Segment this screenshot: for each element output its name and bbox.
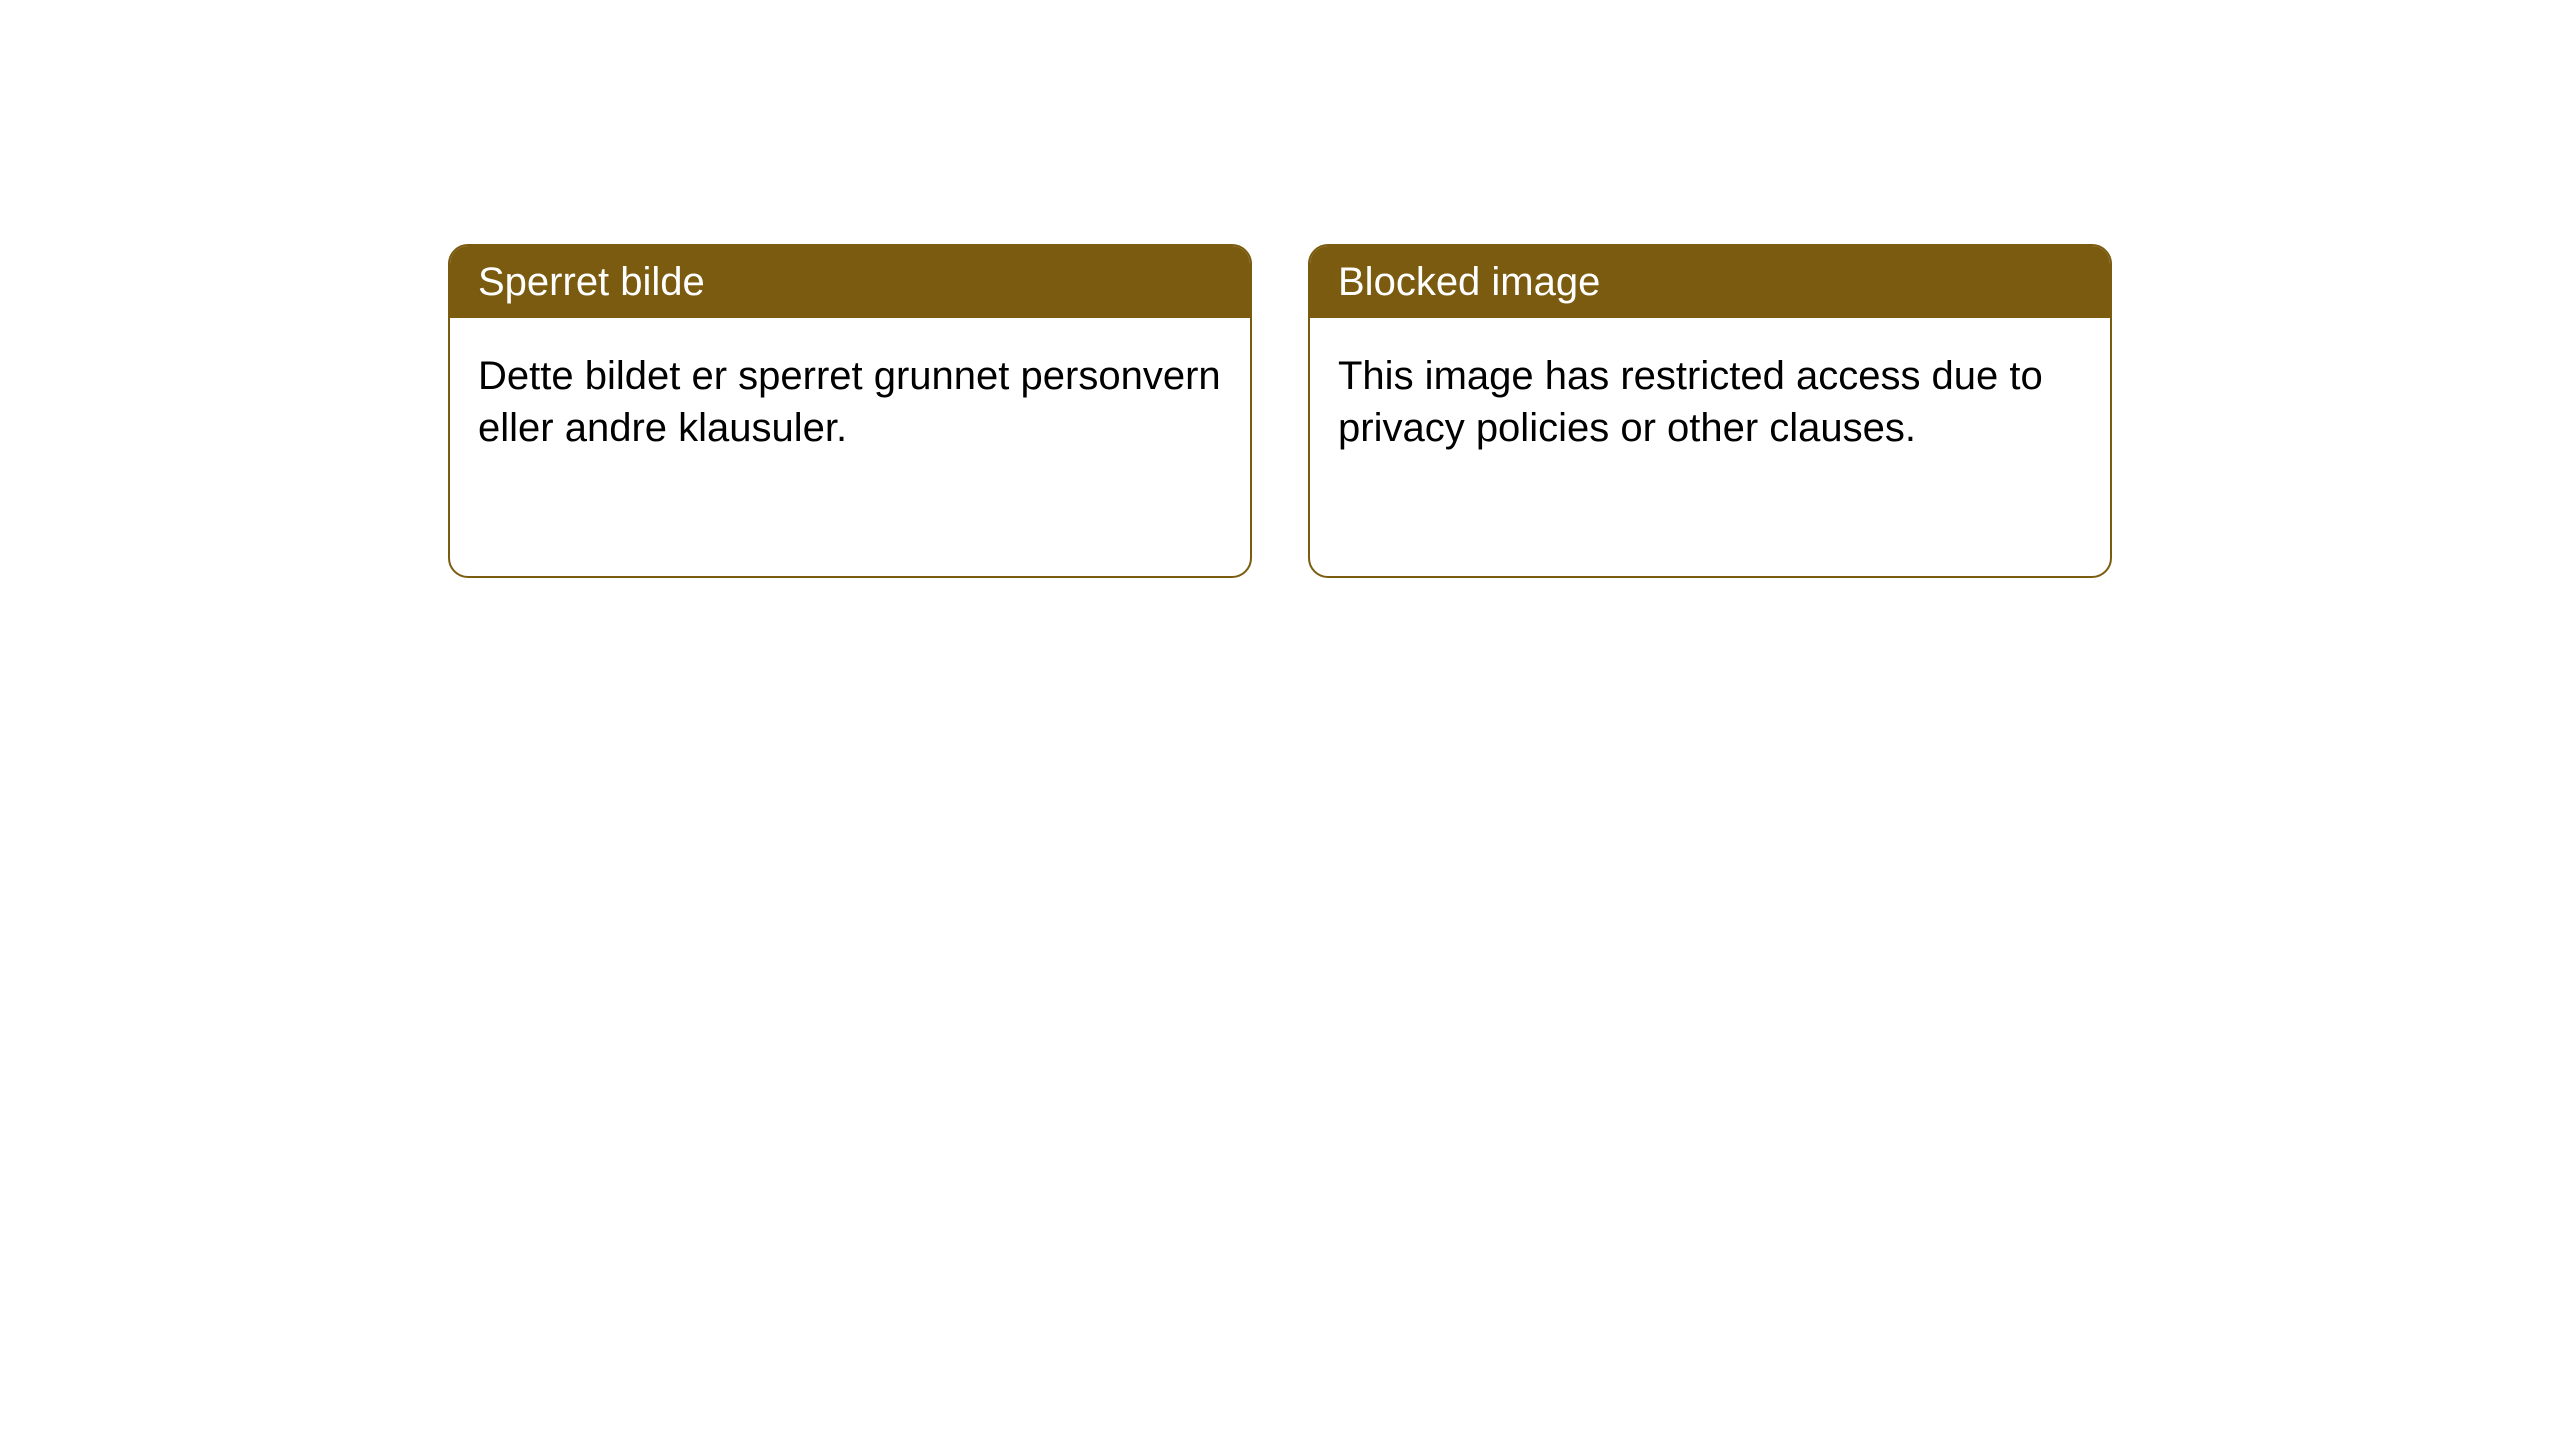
notice-body-text: Dette bildet er sperret grunnet personve…: [478, 354, 1221, 450]
notice-container: Sperret bilde Dette bildet er sperret gr…: [0, 0, 2560, 578]
notice-card-english: Blocked image This image has restricted …: [1308, 244, 2112, 578]
notice-card-norwegian: Sperret bilde Dette bildet er sperret gr…: [448, 244, 1252, 578]
notice-body: This image has restricted access due to …: [1310, 318, 2110, 486]
notice-header: Sperret bilde: [450, 246, 1250, 318]
notice-title: Blocked image: [1338, 260, 1600, 304]
notice-body-text: This image has restricted access due to …: [1338, 354, 2043, 450]
notice-header: Blocked image: [1310, 246, 2110, 318]
notice-body: Dette bildet er sperret grunnet personve…: [450, 318, 1250, 486]
notice-title: Sperret bilde: [478, 260, 705, 304]
